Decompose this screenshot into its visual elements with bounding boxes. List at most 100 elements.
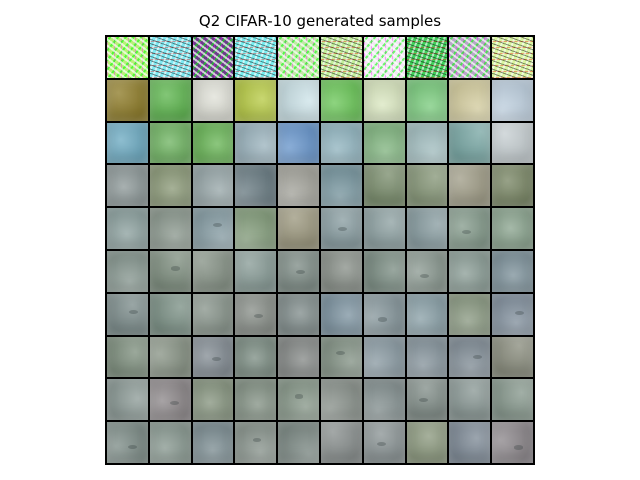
sample-image [406, 79, 448, 121]
sample-image [192, 250, 234, 292]
sample-image [320, 208, 362, 249]
sample-image [363, 37, 405, 78]
sample-image [363, 293, 405, 335]
sample-image [492, 79, 533, 121]
sample-image [492, 165, 533, 207]
sample-shape [169, 401, 179, 406]
sample-image [363, 208, 405, 249]
sample-image [320, 422, 362, 463]
sample-image [107, 165, 148, 207]
sample-shape [514, 445, 524, 450]
sample-shape [336, 350, 346, 355]
sample-shape [462, 230, 472, 235]
sample-image [192, 79, 234, 121]
sample-image [492, 293, 533, 335]
sample-image [492, 422, 533, 463]
sample-image [320, 37, 362, 78]
sample-shape [420, 273, 430, 278]
sample-image [492, 379, 533, 421]
sample-shape [473, 354, 483, 359]
sample-shape [129, 310, 138, 315]
sample-shape [337, 226, 347, 231]
sample-image [406, 379, 448, 421]
sample-image [449, 79, 491, 121]
sample-shape [378, 317, 388, 322]
sample-image [406, 165, 448, 207]
sample-shape [253, 313, 263, 318]
sample-shape [212, 222, 222, 227]
sample-shape [295, 270, 305, 275]
sample-image [278, 293, 319, 335]
sample-image [192, 422, 234, 463]
sample-shape [419, 398, 429, 403]
sample-shape [171, 266, 180, 271]
sample-image [492, 37, 533, 78]
sample-image [235, 79, 277, 121]
figure-title: Q2 CIFAR-10 generated samples [198, 12, 442, 30]
sample-image [406, 122, 448, 164]
sample-image [149, 250, 191, 292]
sample-image [492, 336, 533, 378]
sample-image [363, 250, 405, 292]
sample-image [406, 250, 448, 292]
sample-image [278, 79, 319, 121]
sample-image [192, 293, 234, 335]
sample-image [192, 165, 234, 207]
sample-image [107, 122, 148, 164]
sample-image [449, 37, 491, 78]
sample-image [192, 379, 234, 421]
sample-image [107, 379, 148, 421]
sample-image [235, 422, 277, 463]
sample-image [320, 79, 362, 121]
sample-image [149, 293, 191, 335]
sample-image [278, 336, 319, 378]
sample-image [363, 122, 405, 164]
sample-image [278, 165, 319, 207]
sample-image [492, 208, 533, 249]
sample-image [192, 122, 234, 164]
sample-image [235, 293, 277, 335]
sample-image [107, 293, 148, 335]
sample-shape [127, 444, 137, 449]
sample-image [278, 422, 319, 463]
sample-image [107, 37, 148, 78]
sample-image [278, 250, 319, 292]
sample-image [320, 165, 362, 207]
sample-image [363, 79, 405, 121]
sample-image [107, 79, 148, 121]
sample-image [278, 208, 319, 249]
sample-image [235, 122, 277, 164]
sample-image [278, 379, 319, 421]
sample-image [149, 165, 191, 207]
sample-image [107, 336, 148, 378]
sample-image [235, 37, 277, 78]
sample-image [149, 79, 191, 121]
sample-image [235, 208, 277, 249]
sample-image [320, 250, 362, 292]
sample-image [449, 379, 491, 421]
sample-image [363, 379, 405, 421]
sample-image [406, 336, 448, 378]
sample-image [320, 336, 362, 378]
sample-image [406, 422, 448, 463]
sample-image [363, 422, 405, 463]
sample-image [320, 379, 362, 421]
sample-shape [294, 394, 304, 399]
sample-image [107, 208, 148, 249]
sample-image [449, 122, 491, 164]
sample-image [449, 336, 491, 378]
sample-image [149, 336, 191, 378]
sample-shape [377, 441, 387, 446]
sample-image [492, 122, 533, 164]
sample-image [149, 208, 191, 249]
sample-image [149, 379, 191, 421]
sample-image [363, 336, 405, 378]
sample-image [149, 122, 191, 164]
sample-image [192, 37, 234, 78]
sample-image [363, 165, 405, 207]
sample-image [235, 336, 277, 378]
sample-shape [252, 438, 262, 443]
sample-image [149, 422, 191, 463]
sample-image [149, 37, 191, 78]
